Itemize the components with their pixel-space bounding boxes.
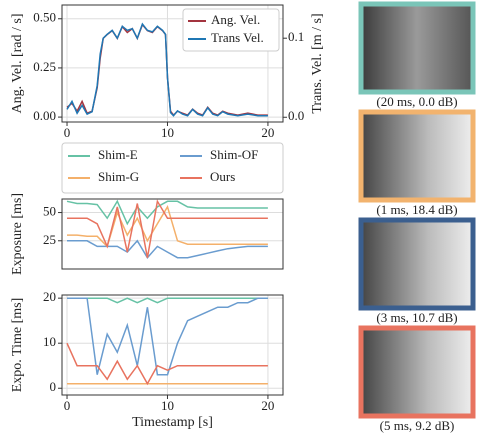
y2-axis-label: Trans. Vel. [m / s] xyxy=(310,13,325,113)
x-tick-label: 20 xyxy=(261,398,274,413)
series-line xyxy=(67,297,268,304)
y-tick-label: 0.00 xyxy=(33,108,56,123)
series-line xyxy=(67,239,268,259)
legend-label: Shim-G xyxy=(98,169,139,184)
legend-box xyxy=(182,8,280,52)
y-axis-label: Ang. Vel. [rad / s] xyxy=(10,13,25,113)
series-line xyxy=(66,342,268,386)
y-tick-label: 50 xyxy=(43,204,56,219)
x-tick-label: 10 xyxy=(161,398,174,413)
plot-frame xyxy=(61,294,284,396)
legend-label: Shim-E xyxy=(98,147,138,162)
x-tick-label: 10 xyxy=(161,125,174,140)
photo xyxy=(358,325,476,419)
plot-frame xyxy=(61,4,284,123)
photo-caption: (1 ms, 18.4 dB) xyxy=(376,202,457,217)
legend-label: Trans Vel. xyxy=(211,30,264,45)
x-tick-label: 20 xyxy=(261,125,274,140)
y-tick-label: 0.25 xyxy=(33,59,56,74)
photo-caption: (5 ms, 9.2 dB) xyxy=(380,418,455,433)
y2-tick-label: 0.0 xyxy=(288,108,304,123)
series-line xyxy=(66,22,268,117)
y-tick-label: 25 xyxy=(43,232,56,247)
legend-label: Ang. Vel. xyxy=(211,12,260,27)
y-axis-label: Exposure [ms] xyxy=(10,193,25,275)
y2-tick-label: 0.1 xyxy=(288,29,304,44)
plot-frame xyxy=(61,198,284,270)
legend-label: Shim-OF xyxy=(210,147,258,162)
y-tick-label: 20 xyxy=(43,289,56,304)
photo-caption: (20 ms, 0.0 dB) xyxy=(376,94,457,109)
series-line xyxy=(67,297,268,376)
y-tick-label: 0 xyxy=(50,379,57,394)
y-tick-label: 0.50 xyxy=(33,10,56,25)
photo xyxy=(358,1,476,95)
series-line xyxy=(67,205,268,248)
legend-box xyxy=(61,142,284,194)
y-tick-label: 10 xyxy=(43,334,56,349)
photo xyxy=(358,217,476,311)
series-line xyxy=(66,199,268,226)
x-tick-label: 0 xyxy=(64,125,71,140)
series-line xyxy=(67,199,268,258)
photo-caption: (3 ms, 10.7 dB) xyxy=(376,310,457,325)
legend-label: Ours xyxy=(210,169,235,184)
y-axis-label: Expo. Time [ms] xyxy=(10,298,25,393)
x-tick-label: 0 xyxy=(64,398,71,413)
photo xyxy=(358,109,476,203)
x-axis-label: Timestamp [s] xyxy=(132,415,213,430)
